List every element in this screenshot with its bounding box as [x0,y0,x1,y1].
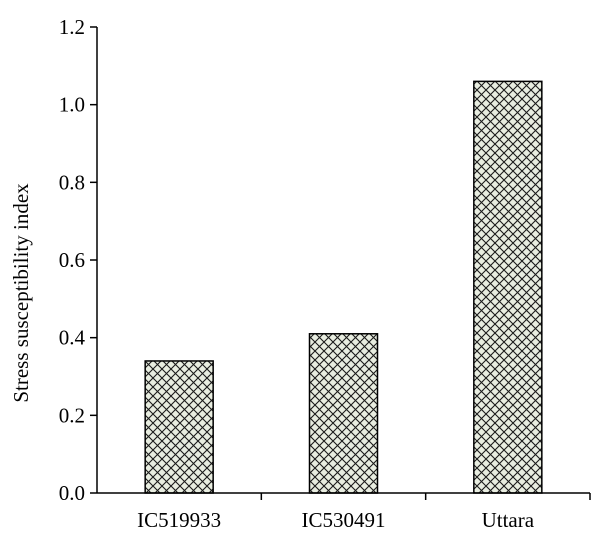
y-tick-label: 1.2 [59,15,85,39]
y-axis-ticks: 0.0 0.2 0.4 0.6 0.8 1.0 1.2 [59,15,97,505]
y-tick-label: 0.2 [59,403,85,427]
x-tick-label: IC530491 [302,508,386,532]
x-axis-ticks: IC519933 IC530491 Uttara [137,493,590,532]
y-tick-label: 0.4 [59,326,86,350]
bars-group [145,81,542,493]
y-tick-label: 0.6 [59,248,85,272]
bar-ic530491 [310,334,378,493]
x-tick-label: Uttara [482,508,535,532]
y-tick-label: 0.8 [59,170,85,194]
bar-ic519933 [145,361,213,493]
y-tick-label: 0.0 [59,481,85,505]
y-axis-title: Stress susceptibility index [9,183,33,403]
x-tick-label: IC519933 [137,508,221,532]
bar-uttara [474,81,542,493]
y-tick-label: 1.0 [59,93,85,117]
